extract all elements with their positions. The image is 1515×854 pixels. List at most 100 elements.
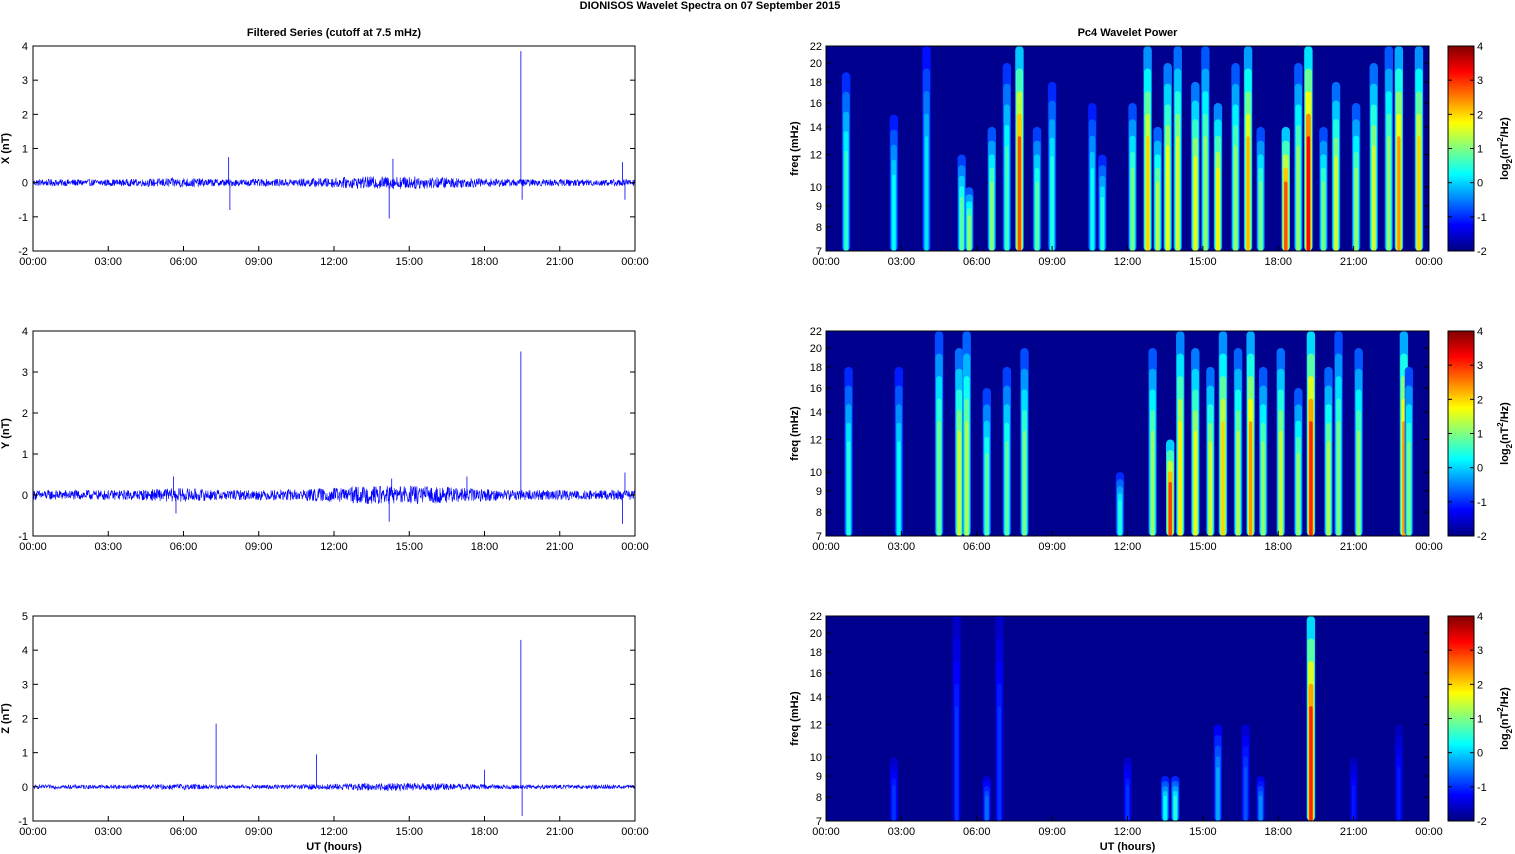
y-axis-label: freq (mHz) <box>789 121 801 176</box>
x-tick-label: 09:00 <box>245 541 273 553</box>
y-tick-label: 8 <box>816 792 822 804</box>
y-tick-label: 1 <box>22 748 28 760</box>
x-tick-label: 00:00 <box>621 541 649 553</box>
y-tick-label: 8 <box>816 507 822 519</box>
x-tick-label: 00:00 <box>812 541 840 553</box>
heatmap-cell <box>1166 145 1170 251</box>
colorbar-tick-label: 2 <box>1477 394 1483 406</box>
heatmap-cell <box>1351 785 1356 821</box>
y-tick-label: 14 <box>810 122 822 134</box>
x-tick-label: 18:00 <box>471 826 499 838</box>
time-series-z: -1 0 1 2 3 4 5 00:00 03:00 06:00 09:00 12:00 15:00 18… <box>0 611 649 853</box>
colorbar <box>1447 45 1475 252</box>
colorbar <box>1447 615 1475 822</box>
plot-area <box>33 616 635 821</box>
y-tick-label: 12 <box>810 435 822 447</box>
y-tick-label: 3 <box>22 679 28 691</box>
x-tick-label: 18:00 <box>1264 541 1292 553</box>
heatmap-cell <box>892 785 896 821</box>
heatmap-cell <box>1035 181 1039 251</box>
x-axis-label: UT (hours) <box>1100 841 1156 853</box>
x-tick-label: 12:00 <box>1114 826 1142 838</box>
colorbar-tick-label: 1 <box>1477 429 1483 441</box>
y-tick-label: 9 <box>816 486 822 498</box>
y-tick-label: 7 <box>816 816 822 828</box>
heatmap-cell <box>959 196 964 251</box>
heatmap-cell <box>1258 181 1263 251</box>
y-tick-label: 10 <box>810 752 822 764</box>
y-tick-label: 16 <box>810 668 822 680</box>
heatmap-cell <box>1216 168 1220 251</box>
y-tick-label: 12 <box>810 150 822 162</box>
plot-area <box>33 46 635 251</box>
heatmap-cell <box>1243 766 1248 821</box>
y-tick-label: 3 <box>22 367 28 379</box>
heatmap-cells <box>889 616 1404 821</box>
x-tick-label: 15:00 <box>395 541 423 553</box>
x-tick-label: 00:00 <box>19 826 47 838</box>
heatmap-cell <box>1125 785 1130 821</box>
heatmap-cell <box>1248 421 1253 536</box>
y-tick-label: 20 <box>810 628 822 640</box>
colorbar-tick-label: 3 <box>1477 360 1483 372</box>
heatmap-cell <box>1284 181 1288 251</box>
colorbar-tick-label: 0 <box>1477 463 1483 475</box>
x-tick-label: 00:00 <box>812 826 840 838</box>
heatmap-cell <box>1296 145 1301 251</box>
heatmap-cell <box>997 706 1002 821</box>
y-tick-label: 9 <box>816 201 822 213</box>
heatmap-cell <box>897 441 901 536</box>
x-tick-label: 21:00 <box>546 541 574 553</box>
colorbar-tick-label: 4 <box>1477 326 1483 338</box>
heatmap-cell <box>1258 795 1263 821</box>
y-tick-label: 4 <box>22 41 28 53</box>
x-tick-label: 06:00 <box>170 256 198 268</box>
x-tick-label: 09:00 <box>245 826 273 838</box>
colorbar-tick-label: -2 <box>1477 246 1487 258</box>
heatmap-cell <box>985 795 989 821</box>
heatmap-cell <box>1246 136 1250 251</box>
series-line <box>32 176 636 190</box>
y-tick-label: 2 <box>22 109 28 121</box>
x-tick-label: 15:00 <box>1189 256 1217 268</box>
y-tick-label: -1 <box>18 816 28 828</box>
y-tick-label: 14 <box>810 407 822 419</box>
y-tick-label: 7 <box>816 246 822 258</box>
colorbar-tick-label: 2 <box>1477 679 1483 691</box>
y-tick-label: 2 <box>22 408 28 420</box>
y-tick-label: 0 <box>22 490 28 502</box>
heatmap-cell <box>937 421 941 536</box>
heatmap-cell <box>967 215 971 251</box>
heatmap-cell <box>1203 136 1208 251</box>
x-tick-label: 12:00 <box>320 541 348 553</box>
plot-area <box>33 331 635 536</box>
y-tick-label: -2 <box>18 246 28 258</box>
x-tick-label: 00:00 <box>1415 826 1443 838</box>
heatmap-cell <box>1279 430 1283 536</box>
x-tick-label: 15:00 <box>1189 541 1217 553</box>
x-tick-label: 15:00 <box>1189 826 1217 838</box>
time-series-y: -1 0 1 2 3 4 00:00 03:00 06:00 09:00 12:00 15:00 18:… <box>0 326 649 553</box>
figure-title: DIONISOS Wavelet Spectra on 07 September… <box>580 0 841 12</box>
x-tick-label: 18:00 <box>471 256 499 268</box>
y-tick-label: 12 <box>810 720 822 732</box>
colorbar-tick-label: -1 <box>1477 782 1487 794</box>
y-tick-label: 4 <box>22 645 28 657</box>
y-tick-label: 3 <box>22 75 28 87</box>
y-tick-label: 0 <box>22 782 28 794</box>
panel-title: Filtered Series (cutoff at 7.5 mHz) <box>247 27 422 39</box>
heatmap-cell <box>1334 156 1338 251</box>
x-tick-label: 21:00 <box>1340 826 1368 838</box>
x-axis-label: UT (hours) <box>306 841 362 853</box>
colorbar-tick-label: 0 <box>1477 178 1483 190</box>
x-tick-label: 03:00 <box>888 826 916 838</box>
x-tick-label: 06:00 <box>170 826 198 838</box>
y-tick-label: 22 <box>810 611 822 623</box>
x-tick-label: 06:00 <box>170 541 198 553</box>
y-tick-label: 10 <box>810 182 822 194</box>
x-tick-label: 06:00 <box>963 256 991 268</box>
heatmap-cell <box>1309 421 1313 536</box>
heatmap-cell <box>892 174 896 251</box>
heatmap-cell <box>1387 136 1391 251</box>
